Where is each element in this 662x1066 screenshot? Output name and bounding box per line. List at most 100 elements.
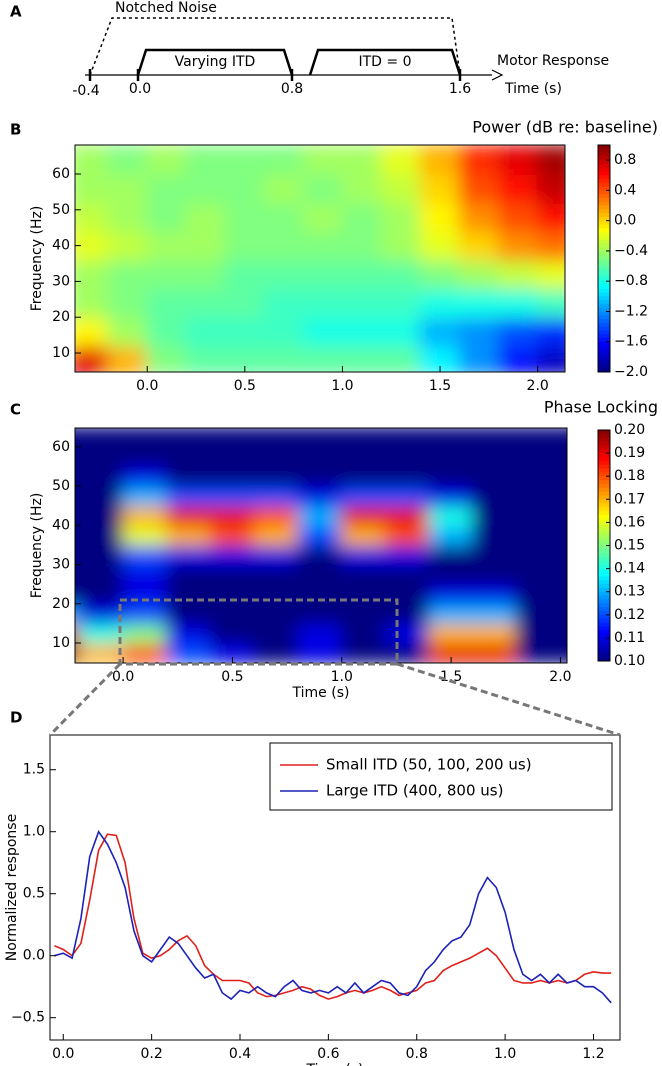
colorbar-strip	[598, 618, 610, 623]
heatmap-cell	[146, 258, 188, 290]
colorbar-strip	[598, 220, 610, 225]
colorbar-strip	[598, 209, 610, 214]
colorbar-strip	[598, 266, 610, 271]
x-tick-label: 1.5	[440, 669, 462, 685]
heatmap-cell	[302, 287, 344, 319]
heatmap-cell	[78, 563, 125, 586]
colorbar-tick-label: 0.19	[614, 445, 645, 461]
heatmap-cell	[75, 602, 81, 625]
y-tick-label: 20	[52, 309, 70, 325]
colorbar-tick-label: 0.16	[614, 514, 645, 530]
heatmap-cell	[75, 563, 81, 586]
colorbar-strip	[598, 453, 610, 458]
heatmap-cell	[340, 563, 387, 586]
colorbar-strip	[598, 430, 610, 435]
legend-label: Small ITD (50, 100, 200 us)	[326, 756, 532, 774]
heatmap-cell	[497, 287, 539, 319]
colorbar-strip	[598, 262, 610, 267]
colorbar-strip	[598, 503, 610, 508]
heatmap-cell	[75, 287, 110, 319]
heatmap-cell	[185, 201, 227, 233]
heatmap-cell	[559, 622, 567, 644]
heatmap-cell	[78, 641, 125, 663]
heatmap-cell	[253, 602, 300, 625]
heatmap-cell	[224, 230, 266, 261]
heatmap-cell	[165, 485, 212, 507]
heatmap-cell	[75, 173, 110, 204]
colorbar-strip	[598, 201, 610, 207]
colorbar-strip	[598, 322, 610, 328]
colorbar-strip	[598, 152, 610, 157]
heatmap-cell	[224, 258, 266, 290]
heatmap-cell	[471, 485, 518, 507]
heatmap-cell	[458, 258, 500, 290]
heatmap-cell	[75, 230, 110, 261]
heatmap-cell	[209, 622, 256, 644]
heatmap-cell	[253, 504, 300, 527]
heatmap-cell	[341, 287, 383, 319]
heatmap-cell	[75, 344, 110, 372]
heatmap-cell	[515, 622, 562, 644]
heatmap-cell	[471, 543, 518, 566]
colorbar-strip	[598, 175, 610, 180]
heatmap-cell	[107, 173, 149, 204]
timeline-tick-label: -0.4	[72, 83, 99, 99]
heatmap-cell	[536, 344, 565, 372]
heatmap-cell	[146, 287, 188, 319]
heatmap-cell	[263, 173, 305, 204]
heatmap-cell	[340, 524, 387, 546]
heatmap-cell	[253, 641, 300, 663]
heatmap-cell	[185, 344, 227, 372]
colorbar-strip	[598, 472, 610, 477]
y-tick-label: 20	[52, 596, 70, 612]
y-axis-label: Frequency (Hz)	[29, 493, 45, 599]
heatmap-cell	[122, 445, 168, 468]
heatmap-cell	[122, 543, 168, 566]
colorbar-tick-label: 0.0	[614, 213, 636, 229]
heatmap-cell	[428, 563, 474, 586]
heatmap-cell	[536, 287, 565, 319]
heatmap-cell	[224, 145, 266, 176]
heatmap-cell	[75, 145, 110, 176]
heatmap-cell	[75, 504, 81, 527]
heatmap-cell	[78, 602, 125, 625]
heatmap-cell	[122, 641, 168, 663]
zero-label: ITD = 0	[359, 54, 412, 70]
timeline-tick-label: 0.8	[281, 81, 303, 97]
colorbar-strip	[598, 228, 610, 233]
heatmap-cell	[122, 524, 168, 546]
heatmap-cell	[75, 316, 110, 347]
colorbar-strip	[598, 491, 610, 496]
heatmap-cell	[536, 201, 565, 233]
colorbar-strip	[598, 360, 610, 365]
heatmap-cell	[559, 485, 567, 507]
heatmap-cell	[78, 485, 125, 507]
colorbar-strip	[598, 216, 610, 222]
heatmap-cell	[78, 543, 125, 566]
heatmap-cell	[146, 316, 188, 347]
heatmap-cell	[428, 485, 474, 507]
colorbar-strip	[598, 591, 610, 597]
colorbar-strip	[598, 603, 610, 608]
chart-title: Phase Locking	[544, 398, 658, 417]
heatmap-cell	[384, 543, 431, 566]
colorbar-strip	[598, 311, 610, 316]
colorbar-strip	[598, 315, 610, 320]
heatmap-cell	[302, 258, 344, 290]
colorbar-strip	[598, 634, 610, 639]
colorbar-tick-label: 0.11	[614, 630, 645, 646]
heatmap-cell	[165, 445, 212, 468]
heatmap-cell	[340, 622, 387, 644]
colorbar-strip	[598, 250, 610, 256]
colorbar-strip	[598, 186, 610, 191]
heatmap-cell	[297, 504, 343, 527]
heatmap-cell	[458, 316, 500, 347]
heatmap-cell	[224, 316, 266, 347]
colorbar-strip	[598, 254, 610, 259]
colorbar-strip	[598, 553, 610, 558]
colorbar-strip	[598, 296, 610, 301]
heatmap-cell	[107, 316, 149, 347]
heatmap-cell	[122, 563, 168, 586]
colorbar-strip	[598, 148, 610, 154]
